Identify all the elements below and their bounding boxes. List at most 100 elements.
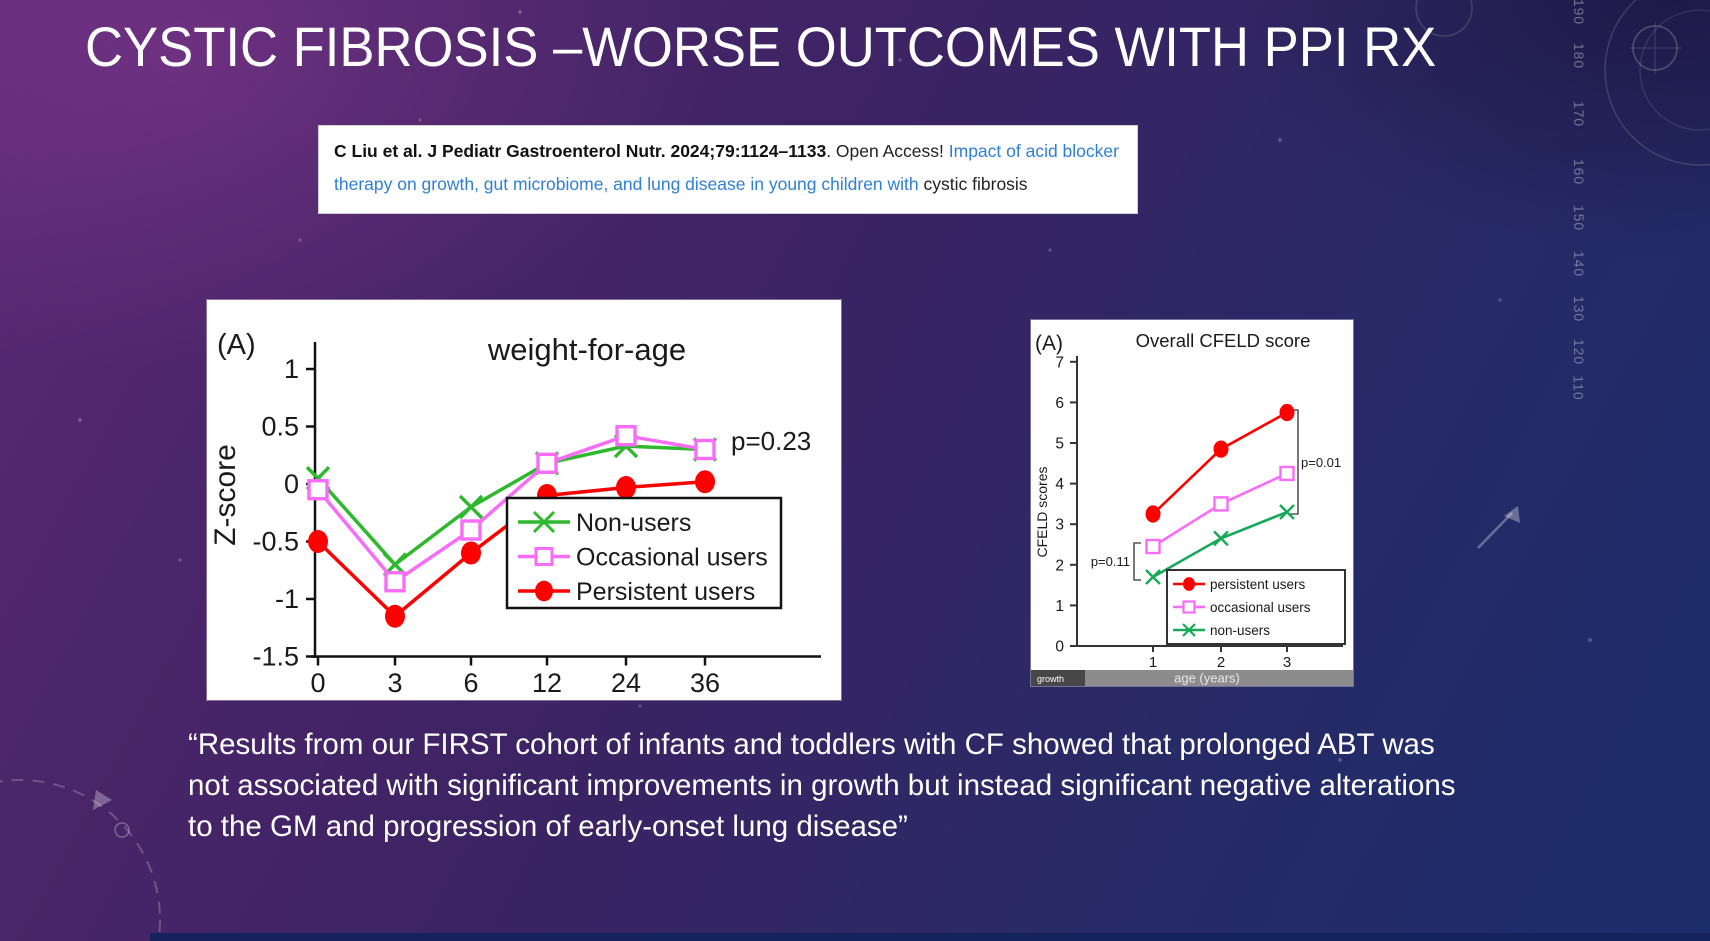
bottom-strip-left bbox=[1031, 670, 1085, 686]
series-line bbox=[316, 444, 706, 567]
citation-open-access: . Open Access! bbox=[826, 141, 949, 161]
marker-x bbox=[532, 510, 556, 534]
x-tick-label: 12 bbox=[532, 668, 562, 698]
bottom-strip bbox=[1031, 670, 1353, 686]
y-tick-label: 7 bbox=[1055, 354, 1064, 371]
compass-icon bbox=[1632, 25, 1678, 71]
marker-circle bbox=[1183, 577, 1195, 591]
y-tick-label: 4 bbox=[1055, 476, 1064, 493]
decor-circle bbox=[1639, 9, 1710, 131]
marker-circle bbox=[461, 541, 481, 565]
y-tick-label: 0.5 bbox=[261, 412, 299, 442]
slide-title: CYSTIC FIBROSIS –WORSE OUTCOMES WITH PPI… bbox=[85, 15, 1437, 78]
legend-label: persistent users bbox=[1210, 577, 1306, 592]
legend-label: Occasional users bbox=[576, 544, 768, 572]
y-axis-label: CFELD scores bbox=[1034, 466, 1050, 557]
y-tick-label: 5 bbox=[1055, 436, 1064, 453]
x-tick-label: 6 bbox=[463, 668, 478, 698]
marker-square bbox=[1182, 600, 1196, 614]
marker-square bbox=[615, 424, 637, 447]
cfeld-score-figure: (A) Overall CFELD score CFELD scores 7 6 5 4 3 2… bbox=[1031, 320, 1353, 686]
marker-square bbox=[1213, 496, 1229, 512]
marker-circle bbox=[385, 604, 405, 628]
marker-circle bbox=[1145, 505, 1161, 523]
series-line bbox=[316, 433, 706, 585]
panel-label: (A) bbox=[1035, 332, 1063, 355]
ruler-number: 150 bbox=[1571, 204, 1588, 232]
x-tick-label: 24 bbox=[611, 668, 641, 698]
chart-title: Overall CFELD score bbox=[1136, 330, 1311, 351]
y-tick-label: 3 bbox=[1055, 517, 1064, 534]
x-axis-label: age (years) bbox=[1174, 671, 1240, 686]
y-tick-label: -1.5 bbox=[252, 642, 299, 672]
conclusion-quote: “Results from our FIRST cohort of infant… bbox=[188, 728, 1456, 843]
marker-x bbox=[1182, 623, 1196, 637]
ruler-number: 120 bbox=[1571, 338, 1588, 366]
marker-square bbox=[384, 571, 406, 593]
marker-x bbox=[1213, 530, 1229, 547]
x-tick-label: 36 bbox=[690, 668, 720, 698]
legend-label: occasional users bbox=[1210, 600, 1311, 615]
ruler-number: 190 bbox=[1571, 0, 1588, 26]
marker-circle bbox=[1279, 403, 1295, 422]
chart-title: weight-for-age bbox=[487, 332, 686, 367]
marker-square bbox=[460, 519, 482, 541]
ruler-number: 140 bbox=[1571, 250, 1588, 278]
marker-square bbox=[536, 452, 558, 475]
marker-circle bbox=[308, 530, 328, 553]
decor-circle bbox=[1604, 0, 1710, 166]
citation-link-tail: cystic fibrosis bbox=[923, 174, 1028, 194]
x-tick-label: 2 bbox=[1217, 654, 1225, 671]
bracket-left bbox=[1133, 542, 1141, 581]
marker-circle bbox=[616, 475, 636, 499]
legend-label: Persistent users bbox=[576, 578, 755, 606]
weight-for-age-figure: (A) weight-for-age Z-score 1 0.5 0 -0.5 -1 -1.5 0… bbox=[207, 300, 841, 700]
decor-small-circle bbox=[114, 822, 130, 838]
citation-box: C Liu et al. J Pediatr Gastroenterol Nut… bbox=[318, 125, 1138, 214]
marker-square bbox=[1279, 465, 1295, 482]
arrow-icon bbox=[93, 790, 112, 810]
marker-square bbox=[534, 547, 554, 566]
y-tick-label: 1 bbox=[284, 354, 299, 384]
decor-dashed-arc bbox=[0, 779, 161, 941]
weight-for-age-chart: (A) weight-for-age Z-score 1 0.5 0 -0.5 -1 -1.5 0… bbox=[209, 329, 821, 698]
x-tick-label: 3 bbox=[1283, 654, 1291, 671]
y-tick-label: 6 bbox=[1055, 395, 1064, 412]
marker-x bbox=[1145, 569, 1161, 585]
legend-label: non-users bbox=[1210, 623, 1270, 638]
ruler-number: 180 bbox=[1571, 42, 1588, 70]
y-tick-label: 0 bbox=[284, 469, 299, 499]
y-tick-label: 1 bbox=[1055, 598, 1064, 615]
ruler-number: 160 bbox=[1571, 158, 1588, 186]
compass-crosshair-icon bbox=[1629, 22, 1681, 74]
p-value-left: p=0.11 bbox=[1091, 554, 1130, 569]
marker-x bbox=[458, 494, 484, 520]
marker-square bbox=[694, 438, 716, 461]
marker-circle bbox=[695, 470, 715, 494]
y-tick-label: -1 bbox=[275, 584, 299, 614]
marker-square bbox=[1145, 538, 1161, 555]
marker-circle bbox=[1213, 440, 1229, 458]
y-tick-label: 0 bbox=[1055, 639, 1064, 656]
legend-label: Non-users bbox=[576, 509, 691, 537]
x-tick-label: 3 bbox=[387, 668, 402, 698]
y-tick-label: 2 bbox=[1055, 557, 1064, 574]
marker-circle bbox=[535, 580, 553, 602]
y-axis-label: Z-score bbox=[209, 444, 242, 546]
p-value-annotation: p=0.23 bbox=[731, 426, 811, 456]
bracket-right bbox=[1290, 409, 1299, 515]
panel-label: (A) bbox=[217, 329, 256, 361]
x-tick-label: 0 bbox=[310, 668, 325, 698]
p-value-right: p=0.01 bbox=[1301, 455, 1341, 470]
x-tick-label: 1 bbox=[1149, 654, 1157, 671]
ruler-number: 170 bbox=[1571, 100, 1588, 128]
cfeld-score-chart: (A) Overall CFELD score CFELD scores 7 6 5 4 3 2… bbox=[1031, 330, 1353, 686]
marker-x bbox=[1279, 504, 1295, 520]
arrowhead-icon bbox=[1504, 506, 1520, 523]
marker-square bbox=[307, 479, 329, 501]
y-tick-label: -0.5 bbox=[252, 527, 299, 557]
corner-label: growth bbox=[1037, 674, 1064, 684]
arrow-icon bbox=[1477, 512, 1513, 549]
citation-article-link[interactable]: Impact of acid blocker therapy on growth… bbox=[334, 141, 1119, 194]
bottom-edge-strip bbox=[150, 933, 1710, 941]
